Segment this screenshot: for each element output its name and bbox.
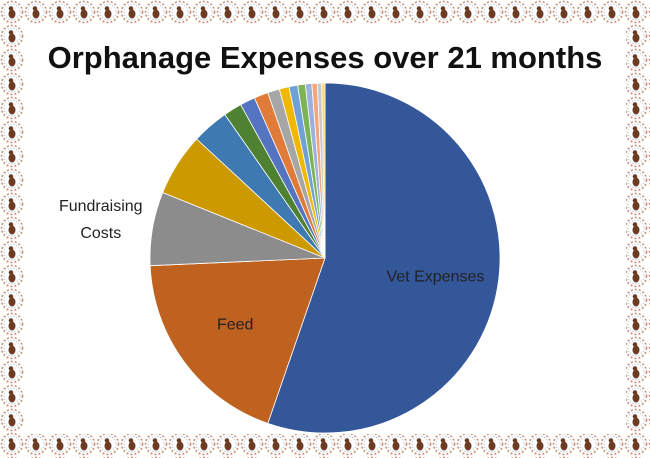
pie-slice	[267, 82, 501, 434]
pie-slice	[321, 82, 326, 259]
chart-title: Orphanage Expenses over 21 months	[47, 40, 603, 75]
slice-label: Vet Expenses	[386, 268, 485, 286]
pie-slice	[149, 257, 326, 424]
pie	[149, 82, 501, 434]
slice-label: Fundraising Costs	[58, 197, 143, 242]
slice-label: Feed	[216, 316, 254, 334]
